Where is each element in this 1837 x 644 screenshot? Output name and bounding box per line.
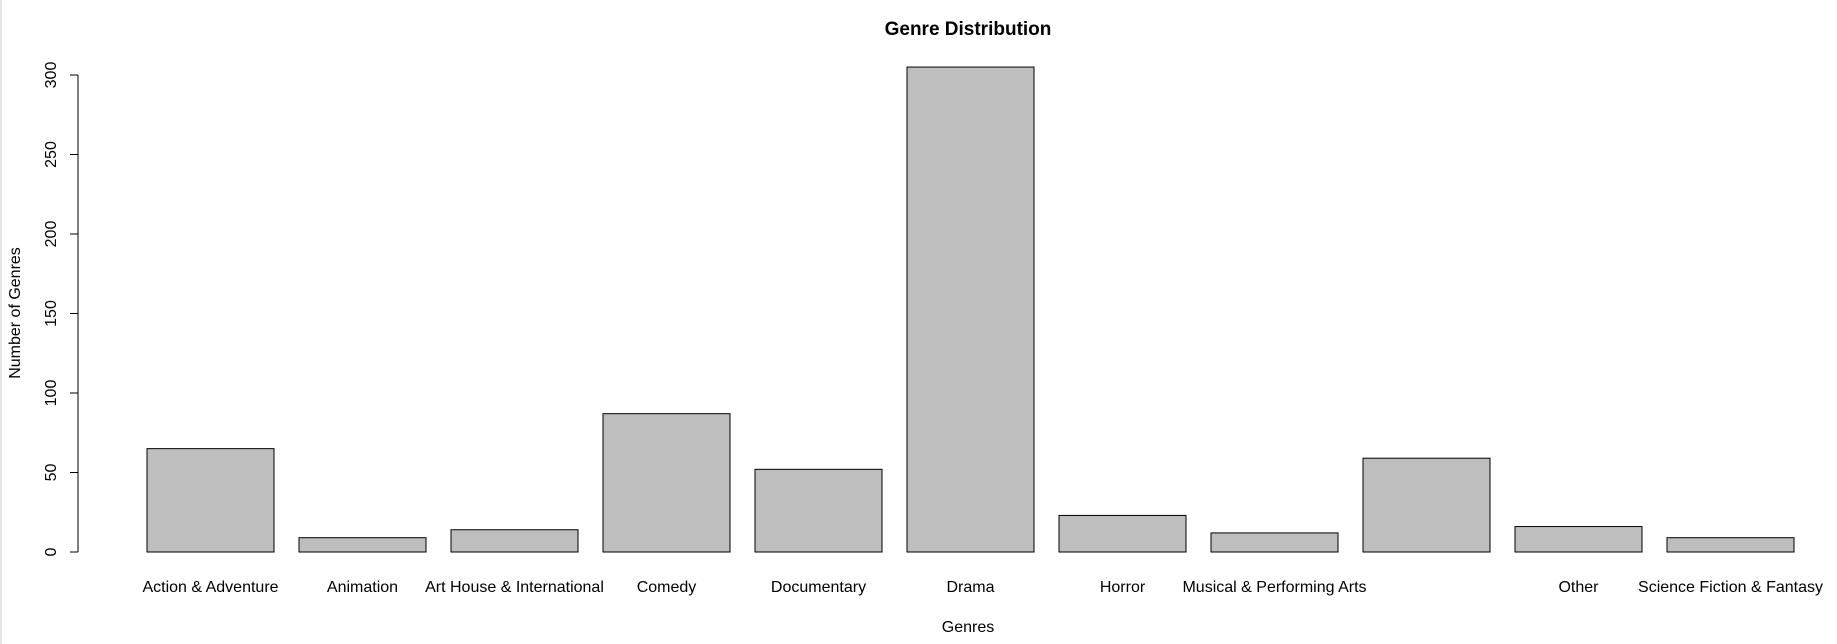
y-tick-label: 250 [43,141,60,168]
bar [1058,514,1187,553]
bar [298,537,427,553]
x-axis-title: Genres [942,619,994,636]
chart-title: Genre Distribution [885,19,1052,40]
bar [450,529,579,553]
x-category-label: Drama [946,579,994,596]
x-category-label: Musical & Performing Arts [1182,579,1366,596]
left-edge-strip [0,0,2,644]
x-category-label: Action & Adventure [142,579,278,596]
x-category-label: Art House & International [425,579,604,596]
x-category-label: Science Fiction & Fantasy [1638,579,1823,596]
bar [754,468,883,553]
bar [906,66,1035,553]
bar [146,448,275,553]
x-category-label: Documentary [771,579,866,596]
bar [1666,537,1795,553]
category-labels-group: Action & Adventure Animation Art House & I… [142,579,1823,596]
bar [602,413,731,553]
y-tick-label: 200 [43,221,60,248]
y-tick-label: 300 [43,62,60,89]
bars-group [146,66,1795,553]
x-category-label: Horror [1100,579,1146,596]
y-tick-label: 0 [43,547,60,556]
bar [1210,532,1339,553]
y-axis: 0 50 100 150 200 250 300 [43,62,79,556]
y-tick-label: 150 [43,300,60,327]
y-tick-label: 100 [43,380,60,407]
x-category-label: Animation [327,579,398,596]
y-tick-label: 50 [43,464,60,482]
x-category-label: Comedy [637,579,697,596]
bar [1514,526,1643,553]
bar [1362,457,1491,553]
y-axis-title: Number of Genres [7,247,24,379]
x-category-label: Other [1558,579,1599,596]
